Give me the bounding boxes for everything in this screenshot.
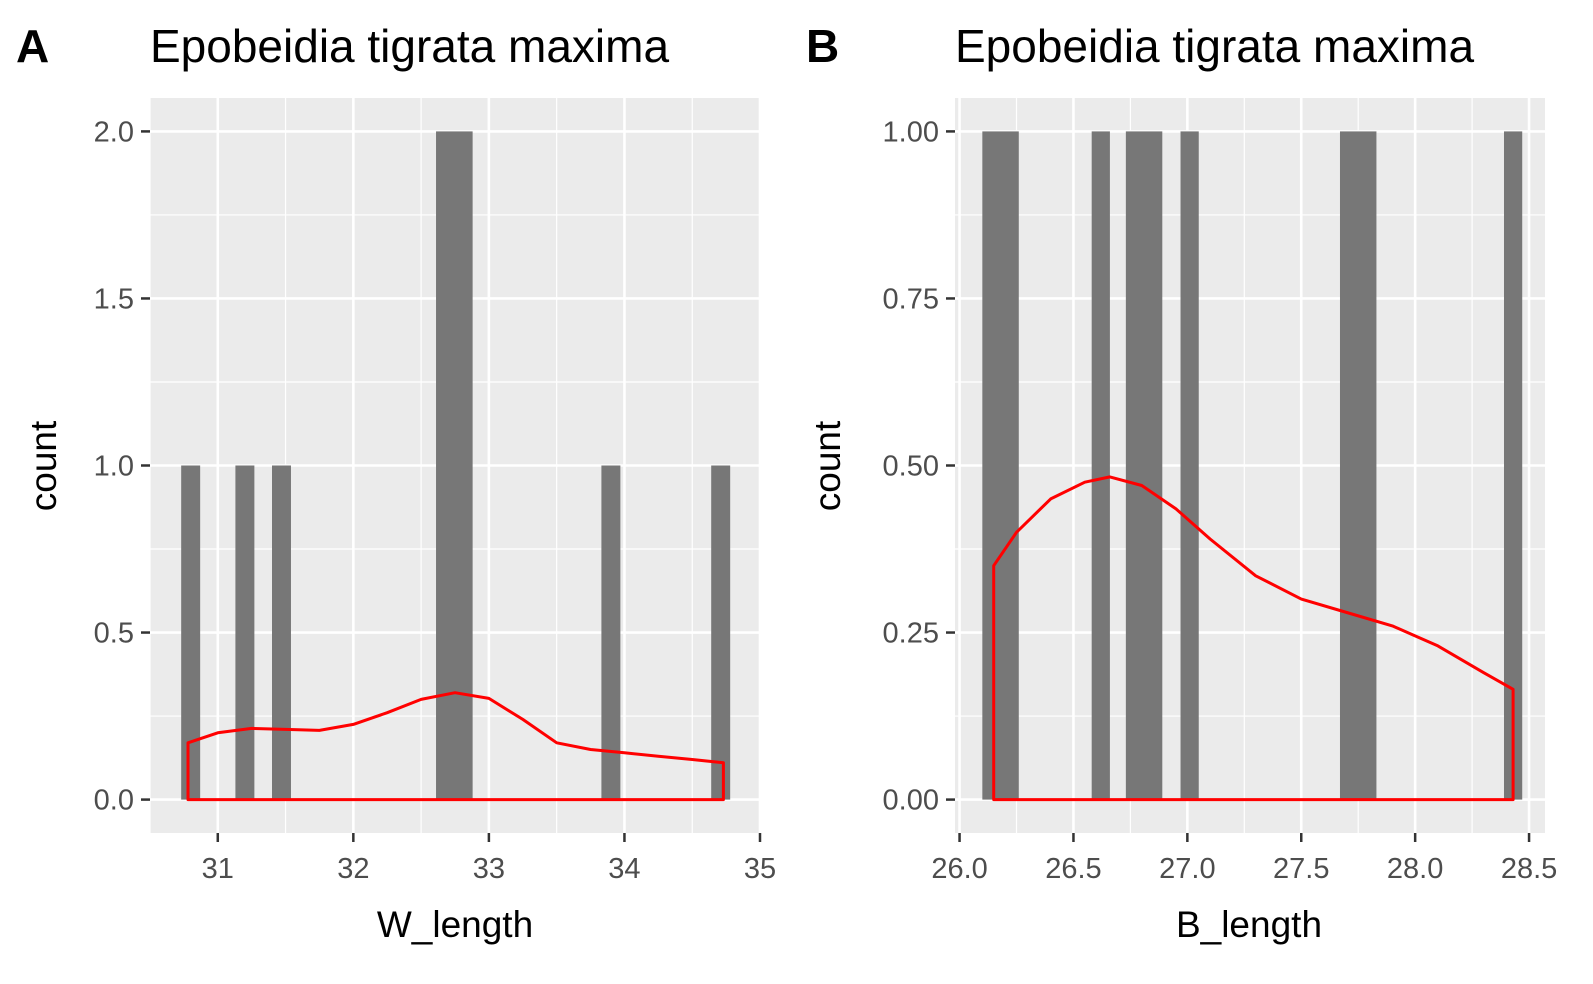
panel-b-x-axis-title: B_length — [1176, 904, 1322, 945]
panel-a-histogram-bar — [181, 465, 201, 800]
panel-b-histogram-bar — [1180, 131, 1199, 800]
panel-a-x-tick-label: 33 — [473, 853, 505, 885]
panel-b-histogram-bar — [1503, 131, 1523, 800]
panel-b-y-tick-label: 0.75 — [883, 283, 939, 315]
panel-b: B Epobeidia tigrata maxima 0.00 0.25 0.50 0… — [806, 20, 1557, 945]
panel-a-histogram-bar — [601, 465, 621, 800]
panel-a-x-tick-label: 31 — [202, 853, 234, 885]
panel-a-histogram-bar — [711, 465, 731, 800]
panel-a-y-tick-label: 2.0 — [94, 116, 134, 148]
panel-b-title: Epobeidia tigrata maxima — [955, 20, 1474, 72]
panel-a-histogram-bar — [235, 465, 255, 800]
panel-a-title: Epobeidia tigrata maxima — [150, 20, 669, 72]
panel-b-y-tick-label: 0.00 — [883, 785, 939, 817]
panel-b-x-tick-label: 28.5 — [1501, 853, 1557, 885]
panel-a-x-tick-label: 35 — [744, 853, 776, 885]
panel-tag-b: B — [806, 20, 839, 72]
panel-a-histogram-bar — [436, 131, 473, 800]
panel-b-x-tick-label: 26.0 — [931, 853, 987, 885]
panel-b-x-tick-label: 26.5 — [1045, 853, 1101, 885]
panel-a-x-tick-label: 34 — [608, 853, 640, 885]
panel-b-y-axis-title: count — [807, 420, 848, 511]
panel-b-histogram-bar — [1091, 131, 1110, 800]
panel-b-y-tick-label: 0.25 — [883, 618, 939, 650]
panel-a-x-tick-label: 32 — [337, 853, 369, 885]
panel-b-x-tick-label: 27.5 — [1273, 853, 1329, 885]
panel-a: A Epobeidia tigrata maxima 0.0 0.5 1.0 1.5 2… — [16, 20, 776, 945]
panel-a-y-tick-label: 1.0 — [94, 451, 134, 483]
panel-a-y-tick-label: 0.5 — [94, 618, 134, 650]
panel-b-x-tick-label: 28.0 — [1387, 853, 1443, 885]
panel-b-y-tick-label: 1.00 — [883, 116, 939, 148]
panel-b-y-tick-label: 0.50 — [883, 451, 939, 483]
panel-a-density-curve — [186, 691, 725, 802]
panel-a-x-axis-title: W_length — [377, 904, 533, 945]
panel-a-y-tick-label: 0.0 — [94, 785, 134, 817]
panel-b-x-tick-label: 27.0 — [1159, 853, 1215, 885]
panel-b-histogram-bar — [1125, 131, 1163, 800]
panel-b-histogram-bar — [1339, 131, 1377, 800]
panel-tag-a: A — [16, 20, 49, 72]
panel-b-histogram-bar — [982, 131, 1019, 800]
panel-a-y-tick-label: 1.5 — [94, 283, 134, 315]
panel-a-histogram-bar — [272, 465, 291, 800]
panel-b-density-curve — [992, 475, 1515, 802]
panel-a-y-axis-title: count — [23, 420, 64, 511]
